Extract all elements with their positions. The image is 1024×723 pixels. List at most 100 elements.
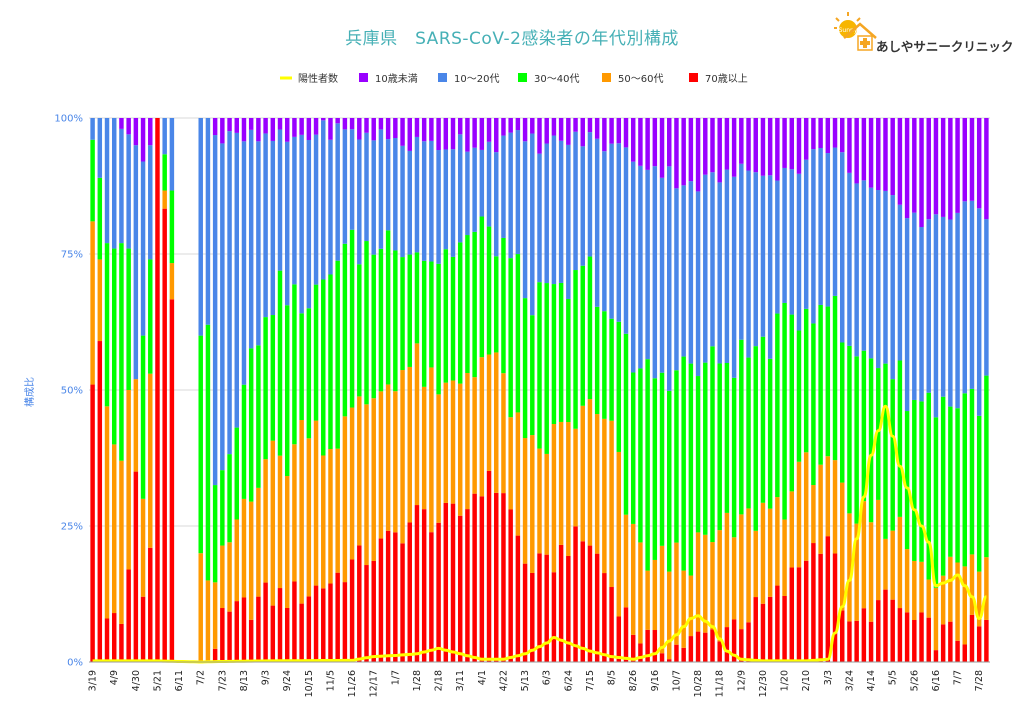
bar-segment [760,118,766,176]
x-tick-label: 3/24 [844,670,855,691]
bar-segment [933,118,939,215]
bar-stack [558,118,564,662]
bar-segment [623,118,629,148]
bar-segment [436,263,441,395]
bar-segment [566,298,571,423]
bar-segment [645,359,650,571]
bar-segment [443,249,449,383]
bar-segment [515,412,521,536]
bar-segment [277,118,283,130]
bar-segment [630,523,636,635]
bar-stack [659,118,665,662]
bar-segment [486,470,492,662]
bar-stack [667,118,672,662]
bar-segment [695,532,701,632]
bar-segment [933,587,939,651]
bar-segment [616,321,622,452]
bar-segment [97,259,103,342]
x-tick-label: 1/20 [780,670,791,691]
bar-segment [782,118,787,168]
bar-segment [494,352,499,493]
x-tick-label: 1/7 [390,670,401,685]
bar-segment [919,401,924,562]
bar-segment [522,438,528,564]
bar-segment [630,372,636,524]
bar-segment [148,547,153,662]
bar-segment [292,444,297,582]
bar-stack [883,118,888,662]
x-tick-label: 9/3 [261,670,272,685]
bar-segment [457,118,463,135]
bar-stack [602,118,607,662]
bar-segment [133,379,139,472]
bar-stack [587,118,593,662]
bar-segment [775,118,780,181]
bar-stack [342,118,348,662]
bar-segment [868,621,874,662]
bar-segment [969,554,975,615]
bar-stack [220,118,225,662]
bar-segment [364,241,369,405]
bar-segment [522,141,528,299]
bar-segment [832,295,838,461]
bar-stack [364,118,369,662]
bar-segment [371,398,376,561]
bar-segment [544,118,549,144]
bar-segment [378,248,384,392]
bar-segment [681,647,686,662]
bar-segment [710,118,715,173]
bar-segment [284,118,290,142]
bar-segment [126,118,131,135]
bar-segment [616,451,622,617]
bar-segment [876,190,881,369]
bar-segment [955,408,960,563]
bars [90,118,989,662]
bar-segment [890,379,895,531]
bar-segment [522,563,528,662]
bar-segment [90,139,95,222]
bar-segment [667,390,672,572]
bar-stack [551,118,557,662]
x-tick-label: 4/30 [131,670,142,691]
legend-item: 陽性者数 [280,72,338,85]
bar-stack [760,118,766,662]
bar-stack [861,118,867,662]
bar-segment [292,284,297,445]
bar-segment [486,118,492,142]
bar-stack [695,118,701,662]
bar-segment [544,283,549,454]
bar-stack [104,118,110,662]
bar-segment [746,357,751,509]
bar-segment [969,388,975,555]
bar-segment [299,313,304,421]
bar-segment [609,420,614,588]
bar-segment [566,555,571,662]
bar-segment [277,455,283,589]
bar-segment [270,118,276,141]
bar-segment [695,631,701,662]
bar-segment [760,603,766,662]
legend-item: 10歳未満 [359,73,418,85]
bar-segment [551,423,557,573]
bar-segment [890,195,895,380]
bar-segment [897,360,903,517]
bar-stack [277,118,283,662]
bar-segment [602,151,607,312]
bar-segment [227,118,232,132]
bar-segment [767,118,773,176]
bar-segment [111,248,117,445]
bar-segment [969,118,975,201]
bar-segment [912,212,917,400]
bar-segment [602,311,607,419]
bar-segment [933,417,939,588]
y-axis: 0% 25% 50% 75% 100% [54,114,83,669]
bar-segment [227,454,232,543]
bar-segment [674,542,679,645]
bar-segment [234,427,239,520]
bar-segment [883,363,888,539]
bar-segment [292,581,297,662]
bar-segment [984,557,989,620]
bar-segment [299,134,304,314]
bar-segment [501,373,506,494]
bar-segment [414,118,420,137]
